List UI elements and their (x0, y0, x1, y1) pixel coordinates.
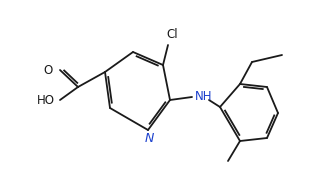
Text: N: N (144, 132, 154, 146)
Text: HO: HO (37, 93, 55, 107)
Text: NH: NH (195, 91, 212, 103)
Text: Cl: Cl (166, 29, 178, 42)
Text: O: O (44, 63, 53, 77)
